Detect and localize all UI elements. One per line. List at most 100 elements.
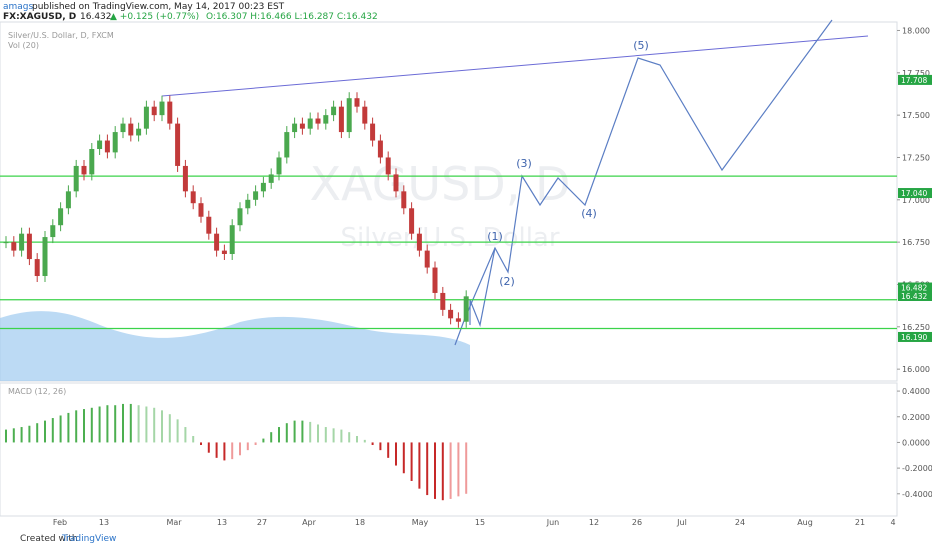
price-tick-label: 17.000 xyxy=(902,196,930,205)
macd-bar xyxy=(51,418,54,443)
candle xyxy=(393,174,399,192)
macd-bar xyxy=(122,403,124,443)
candle xyxy=(253,191,259,200)
macd-bar xyxy=(402,442,405,474)
macd-bar xyxy=(441,442,444,501)
candle xyxy=(175,123,181,166)
macd-bar xyxy=(83,409,85,443)
candle xyxy=(260,182,266,192)
macd-bar xyxy=(278,427,280,443)
date-label: Aug xyxy=(797,518,813,527)
price-marker xyxy=(898,282,932,293)
date-label: 13 xyxy=(217,518,227,527)
candle xyxy=(299,123,305,129)
macd-bar xyxy=(340,429,343,443)
date-label: 15 xyxy=(475,518,485,527)
macd-bar xyxy=(223,442,226,461)
macd-bar xyxy=(98,406,101,443)
macd-tick-label: -0.4000 xyxy=(902,490,932,499)
candle xyxy=(19,233,25,251)
macd-bar xyxy=(348,432,351,443)
date-label: Feb xyxy=(53,518,67,527)
macd-tick-label: 0.2000 xyxy=(902,413,930,422)
price-marker-label: 16.482 xyxy=(901,284,927,293)
candle xyxy=(292,123,298,133)
macd-bar xyxy=(200,442,202,446)
candle xyxy=(385,157,391,175)
candle xyxy=(432,267,438,293)
date-label: 12 xyxy=(589,518,599,527)
candle xyxy=(42,237,48,277)
price-tick-label: 16.250 xyxy=(902,323,930,332)
macd-bar xyxy=(145,406,148,443)
author[interactable]: amags xyxy=(3,2,34,12)
macd-bar xyxy=(161,410,163,443)
macd-bar xyxy=(36,423,39,443)
candle xyxy=(143,106,149,129)
macd-bar xyxy=(434,442,436,499)
wave-projection xyxy=(454,19,833,346)
macd-tick-label: 0.0000 xyxy=(902,438,930,447)
candle xyxy=(424,250,430,268)
candle xyxy=(190,191,196,204)
candle xyxy=(159,101,165,116)
date-label: 27 xyxy=(257,518,267,527)
candle xyxy=(377,140,383,158)
macd-bar xyxy=(90,407,93,443)
macd-bar xyxy=(207,442,210,453)
macd-bar xyxy=(387,442,390,458)
price-tick-label: 16.750 xyxy=(902,238,930,247)
footer-brand[interactable]: TradingView xyxy=(61,534,116,544)
watermark-name: Silver/U.S. Dollar xyxy=(340,223,559,253)
candle xyxy=(346,98,352,133)
last: 16.432 xyxy=(80,12,112,22)
legend-volume: Vol (20) xyxy=(8,41,39,50)
macd-bar xyxy=(371,442,374,446)
macd-tick-label: 0.4000 xyxy=(902,387,930,396)
candle xyxy=(58,208,64,226)
wave-label: (2) xyxy=(499,275,515,288)
macd-bar xyxy=(28,425,31,443)
macd-bar xyxy=(153,407,156,443)
macd-bar xyxy=(426,442,429,496)
candle xyxy=(237,208,243,226)
published: published on TradingView.com, May 14, 20… xyxy=(32,2,285,12)
trend-line xyxy=(161,35,869,97)
candle xyxy=(338,106,344,133)
candle xyxy=(65,191,71,209)
price-marker-label: 16.432 xyxy=(901,292,927,301)
legend-main: Silver/U.S. Dollar, D, FXCM xyxy=(8,31,114,40)
macd-bar xyxy=(465,442,468,494)
price-marker xyxy=(898,74,932,85)
candle xyxy=(284,132,290,158)
macd-bar xyxy=(137,405,140,443)
candle xyxy=(206,216,212,234)
price-tick-label: 17.250 xyxy=(902,153,930,162)
date-label: 18 xyxy=(355,518,365,527)
wave-projection-detail xyxy=(469,247,496,328)
macd-bar xyxy=(5,429,7,443)
macd-bar xyxy=(246,442,249,451)
candle xyxy=(182,165,188,192)
macd-bar xyxy=(239,442,241,456)
macd-bar xyxy=(324,427,327,443)
macd-bar xyxy=(356,436,358,443)
macd-bar xyxy=(457,442,460,497)
date-label: 24 xyxy=(735,518,745,527)
macd-bar xyxy=(363,439,366,443)
macd-bar xyxy=(192,436,195,443)
macd-bar xyxy=(270,432,273,443)
candle xyxy=(34,259,40,277)
macd-bar xyxy=(20,427,23,443)
legend-macd: MACD (12, 26) xyxy=(8,387,66,396)
candle xyxy=(120,123,126,133)
candle xyxy=(214,233,220,251)
candle xyxy=(276,157,282,175)
candle xyxy=(455,318,461,322)
price-tick-label: 17.500 xyxy=(902,111,930,120)
macd-bar xyxy=(114,405,117,443)
price-tick-label: 16.000 xyxy=(902,365,930,374)
date-label: 21 xyxy=(855,518,865,527)
macd-bar xyxy=(215,442,218,458)
